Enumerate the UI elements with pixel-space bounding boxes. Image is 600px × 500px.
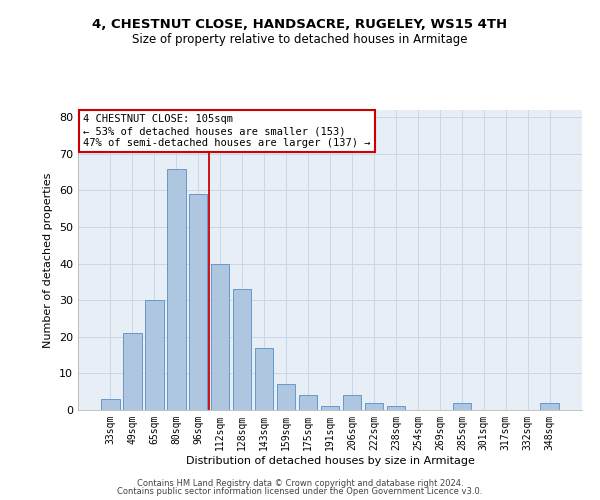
- Text: Size of property relative to detached houses in Armitage: Size of property relative to detached ho…: [132, 32, 468, 46]
- Text: Contains HM Land Registry data © Crown copyright and database right 2024.: Contains HM Land Registry data © Crown c…: [137, 478, 463, 488]
- Bar: [123, 333, 142, 410]
- Text: 4 CHESTNUT CLOSE: 105sqm
← 53% of detached houses are smaller (153)
47% of semi-: 4 CHESTNUT CLOSE: 105sqm ← 53% of detach…: [83, 114, 371, 148]
- Bar: [343, 396, 361, 410]
- Text: 4, CHESTNUT CLOSE, HANDSACRE, RUGELEY, WS15 4TH: 4, CHESTNUT CLOSE, HANDSACRE, RUGELEY, W…: [92, 18, 508, 30]
- Bar: [386, 406, 405, 410]
- Bar: [365, 402, 383, 410]
- Bar: [452, 402, 471, 410]
- Bar: [101, 399, 119, 410]
- Bar: [145, 300, 164, 410]
- Bar: [189, 194, 208, 410]
- Bar: [320, 406, 340, 410]
- Bar: [233, 290, 251, 410]
- Text: Contains public sector information licensed under the Open Government Licence v3: Contains public sector information licen…: [118, 487, 482, 496]
- Bar: [167, 168, 185, 410]
- Bar: [211, 264, 229, 410]
- Y-axis label: Number of detached properties: Number of detached properties: [43, 172, 53, 348]
- X-axis label: Distribution of detached houses by size in Armitage: Distribution of detached houses by size …: [185, 456, 475, 466]
- Bar: [299, 396, 317, 410]
- Bar: [255, 348, 274, 410]
- Bar: [541, 402, 559, 410]
- Bar: [277, 384, 295, 410]
